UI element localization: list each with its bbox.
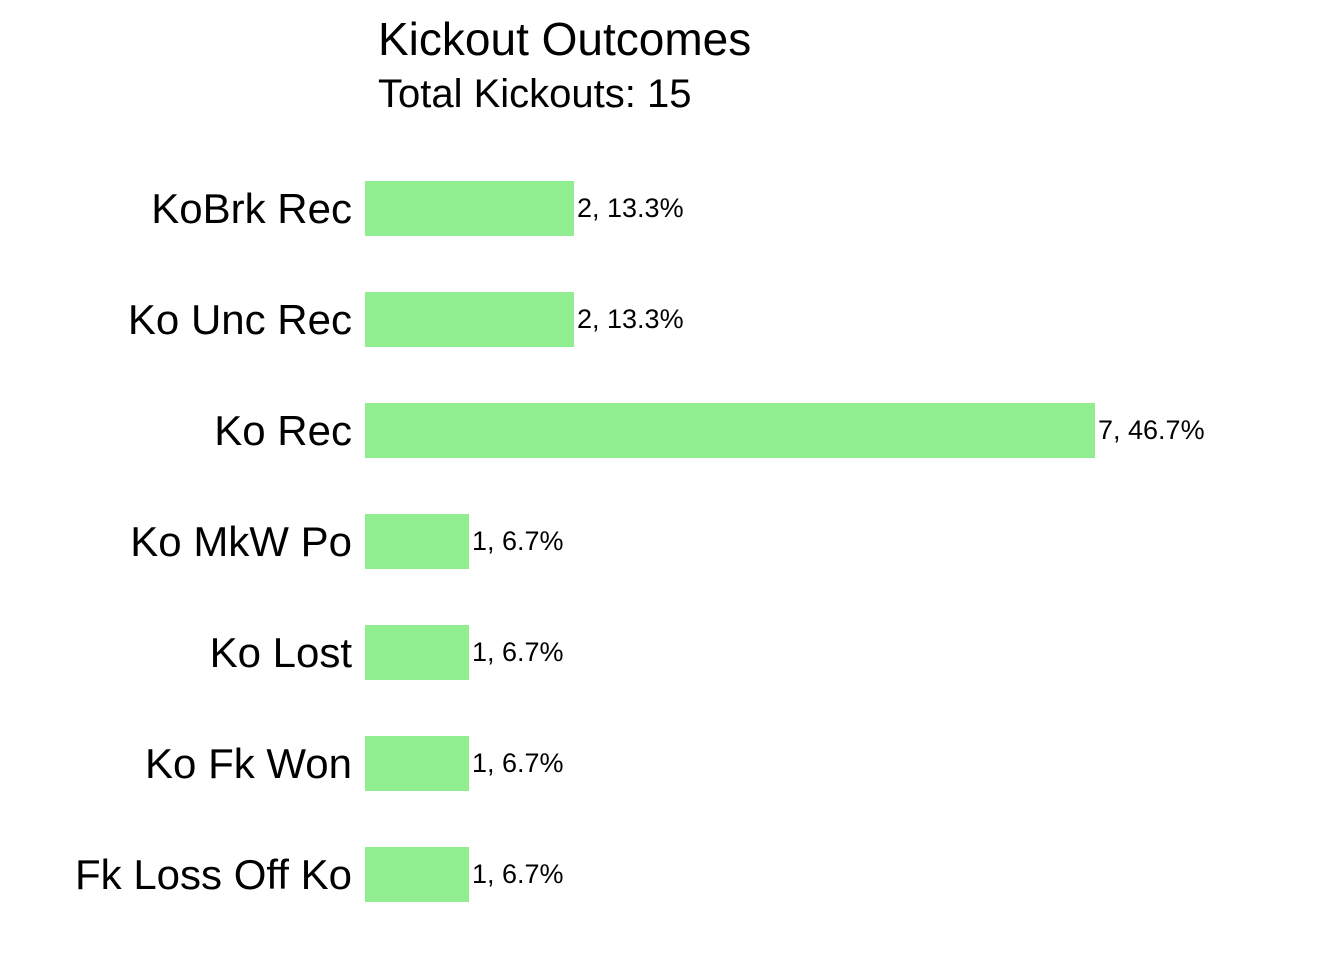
chart-row: Ko Lost 1, 6.7% bbox=[0, 597, 1344, 708]
value-label: 1, 6.7% bbox=[472, 637, 564, 667]
value-label: 1, 6.7% bbox=[472, 526, 564, 556]
bar-area: 2, 13.3% bbox=[365, 153, 1344, 264]
bar-area: 1, 6.7% bbox=[365, 819, 1344, 930]
chart-row: Ko MkW Po 1, 6.7% bbox=[0, 486, 1344, 597]
value-label: 7, 46.7% bbox=[1098, 415, 1205, 445]
chart-row: Ko Unc Rec 2, 13.3% bbox=[0, 264, 1344, 375]
bar-area: 1, 6.7% bbox=[365, 486, 1344, 597]
bar bbox=[365, 292, 574, 347]
bar bbox=[365, 847, 469, 902]
category-label: Ko MkW Po bbox=[130, 517, 352, 565]
chart-row: Ko Rec 7, 46.7% bbox=[0, 375, 1344, 486]
bar-area: 2, 13.3% bbox=[365, 264, 1344, 375]
value-label: 2, 13.3% bbox=[577, 304, 684, 334]
category-label: Ko Unc Rec bbox=[127, 295, 352, 343]
value-label: 1, 6.7% bbox=[472, 748, 564, 778]
chart-title: Kickout Outcomes bbox=[378, 13, 752, 65]
category-label: KoBrk Rec bbox=[151, 184, 352, 232]
chart-subtitle: Total Kickouts: 15 bbox=[378, 72, 692, 116]
bar bbox=[365, 514, 469, 569]
chart-row: Fk Loss Off Ko 1, 6.7% bbox=[0, 819, 1344, 930]
category-label: Ko Rec bbox=[214, 406, 352, 454]
bar bbox=[365, 181, 574, 236]
chart-row: KoBrk Rec 2, 13.3% bbox=[0, 153, 1344, 264]
bar-area: 1, 6.7% bbox=[365, 708, 1344, 819]
chart-rows: KoBrk Rec 2, 13.3% Ko Unc Rec 2, 13.3% Ko Re… bbox=[0, 153, 1344, 930]
category-label: Fk Loss Off Ko bbox=[75, 850, 352, 898]
chart-header: Kickout Outcomes Total Kickouts: 15 bbox=[0, 0, 1344, 120]
category-label: Ko Lost bbox=[209, 628, 352, 676]
value-label: 2, 13.3% bbox=[577, 193, 684, 223]
bar bbox=[365, 625, 469, 680]
bar-area: 7, 46.7% bbox=[365, 375, 1344, 486]
bar-area: 1, 6.7% bbox=[365, 597, 1344, 708]
bar bbox=[365, 403, 1095, 458]
value-label: 1, 6.7% bbox=[472, 859, 564, 889]
bar bbox=[365, 736, 469, 791]
category-label: Ko Fk Won bbox=[145, 739, 352, 787]
chart-row: Ko Fk Won 1, 6.7% bbox=[0, 708, 1344, 819]
